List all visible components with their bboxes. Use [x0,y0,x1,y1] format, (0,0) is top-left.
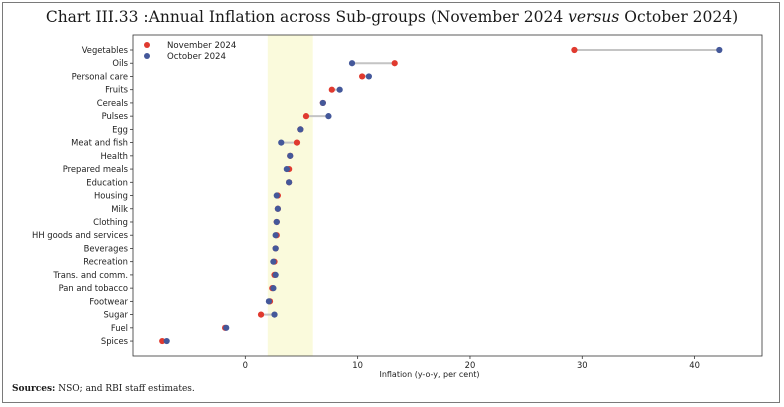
x-axis-label: Inflation (y-o-y, per cent) [379,370,479,379]
point-october [163,337,170,345]
point-october [336,86,343,93]
y-tick-label: Fruits [105,85,128,95]
y-tick-label: Footwear [89,296,128,306]
point-october [272,271,279,279]
point-october [271,311,278,318]
point-november [391,60,398,67]
y-tick-label: Personal care [72,71,128,81]
y-tick-label: Health [100,151,128,161]
chart-title-emphasis: versus [568,8,620,26]
point-october [270,285,277,292]
point-october [265,298,273,305]
point-november [159,337,166,345]
point-october [286,179,293,186]
y-tick-label: Housing [94,191,128,201]
legend-marker-october [144,53,150,59]
y-tick-label: Meat and fish [71,138,128,148]
y-tick-label: Oils [112,58,128,68]
y-tick-label: Beverages [84,243,128,253]
source-label: Sources: [12,384,56,394]
plot-area-border [132,34,763,357]
point-october [278,139,285,146]
point-october [274,205,281,212]
point-october [319,99,326,107]
point-october [716,46,723,54]
point-october [348,60,356,67]
point-november [571,46,578,54]
source-text: NSO; and RBI staff estimates. [55,384,195,394]
point-october [273,192,280,199]
point-october [272,245,279,252]
y-tick-label: Sugar [103,310,128,320]
legend-label-october: October 2024 [167,52,226,62]
point-november [328,86,335,93]
y-tick-label: Recreation [83,257,128,267]
y-tick-label: Milk [111,204,128,214]
point-october [283,165,290,173]
point-october [365,73,372,80]
point-november [302,113,310,120]
point-november [359,73,366,80]
point-october [287,152,294,159]
point-november [257,311,265,318]
y-tick-label: Fuel [111,323,128,333]
y-tick-label: Prepared meals [63,164,128,174]
source-note: Sources: NSO; and RBI staff estimates. [12,384,195,394]
y-tick-label: Trans. and comm. [52,270,128,280]
y-tick-label: Cereals [97,98,128,108]
y-tick-label: Vegetables [82,45,128,55]
point-october [223,324,230,331]
y-tick-label: Spices [101,336,128,346]
chart-frame [2,2,780,403]
y-tick-label: Egg [112,124,128,134]
y-tick-label: Pan and tobacco [59,283,128,293]
x-tick-label: 30 [577,360,588,370]
point-october [273,218,280,226]
chart-title: Chart III.33 :Annual Inflation across Su… [0,8,784,26]
y-tick-label: Pulses [102,111,128,121]
chart-title-tail: October 2024) [619,8,739,26]
point-october [297,126,304,133]
point-november [293,139,301,146]
y-tick-label: Education [86,177,128,187]
chart-title-main: Chart III.33 :Annual Inflation across Su… [45,8,569,26]
x-tick-label: 40 [689,360,700,370]
x-tick-label: 10 [352,360,363,370]
y-tick-label: Clothing [93,217,128,227]
legend-marker-november [144,42,150,48]
point-october [325,113,332,120]
x-tick-label: 20 [465,360,476,370]
point-october [272,232,279,239]
y-tick-label: HH goods and services [32,230,128,240]
point-october [270,258,277,265]
legend-label-november: November 2024 [167,41,236,51]
x-tick-label: 0 [243,360,248,370]
